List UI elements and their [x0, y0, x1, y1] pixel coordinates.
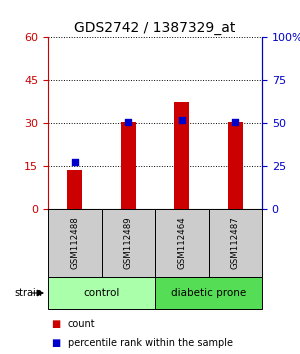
Bar [101, 209, 155, 277]
Bar [121, 122, 136, 209]
Point [179, 117, 184, 122]
Bar [174, 102, 189, 209]
Point [126, 119, 131, 125]
Text: count: count [68, 319, 95, 329]
Text: strain: strain [14, 288, 42, 298]
Text: percentile rank within the sample: percentile rank within the sample [68, 338, 232, 348]
Text: GSM112464: GSM112464 [177, 217, 186, 269]
Bar [48, 209, 101, 277]
Text: control: control [83, 288, 120, 298]
Bar [67, 170, 82, 209]
Text: GSM112489: GSM112489 [124, 217, 133, 269]
Text: diabetic prone: diabetic prone [171, 288, 246, 298]
Title: GDS2742 / 1387329_at: GDS2742 / 1387329_at [74, 21, 236, 35]
Bar [155, 277, 262, 309]
Point [72, 159, 77, 165]
Text: GSM112488: GSM112488 [70, 217, 79, 269]
Bar [155, 209, 208, 277]
Bar [208, 209, 262, 277]
Text: ■: ■ [51, 319, 60, 329]
Text: GSM112487: GSM112487 [231, 217, 240, 269]
Text: ■: ■ [51, 338, 60, 348]
Bar [228, 122, 243, 209]
Point [233, 119, 238, 125]
Bar [48, 277, 155, 309]
